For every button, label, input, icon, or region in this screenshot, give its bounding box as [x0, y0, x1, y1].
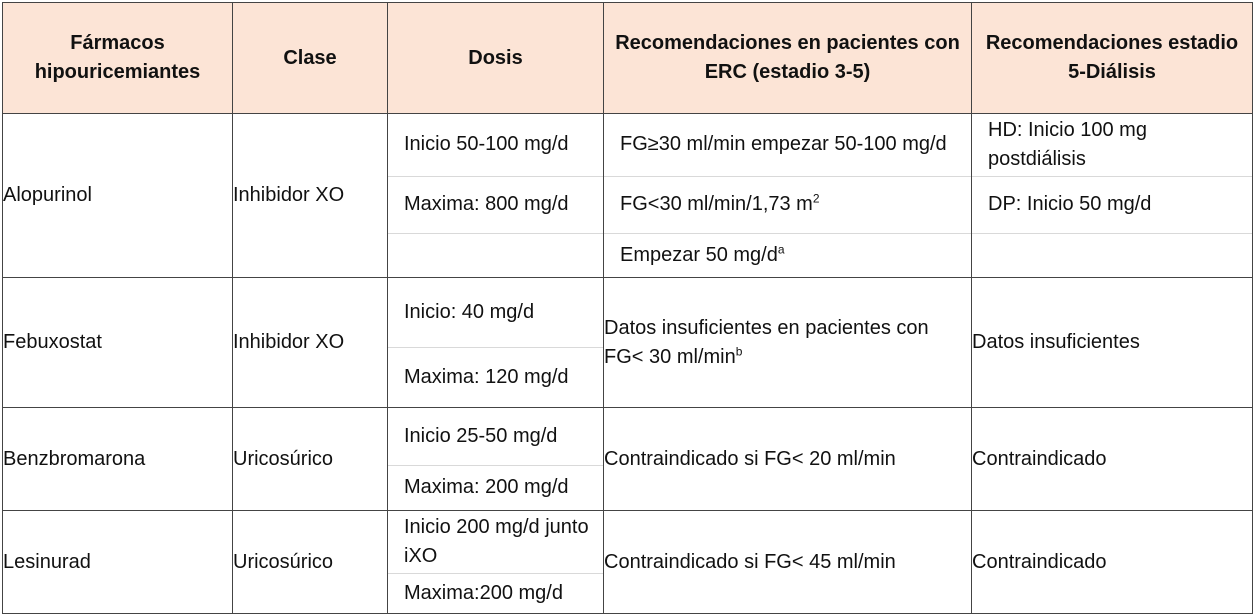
dose-max: Maxima:200 mg/d	[388, 572, 603, 613]
header-class: Clase	[232, 2, 388, 114]
drug-name: Benzbromarona	[2, 407, 233, 511]
drug-name: Febuxostat	[2, 277, 233, 408]
header-row: Fármacos hipouricemiantes Clase Dosis Re…	[2, 2, 1253, 114]
drug-name: Lesinurad	[2, 510, 233, 614]
table-row-alopurinol: Alopurinol Inhibidor XO Inicio 50-100 mg…	[2, 113, 1253, 278]
drug-class: Uricosúrico	[232, 407, 388, 511]
dialysis-line: DP: Inicio 50 mg/d	[972, 175, 1252, 233]
header-drugs: Fármacos hipouricemiantes	[2, 2, 233, 114]
dialysis-recommendation: Datos insuficientes	[971, 277, 1253, 408]
dose-cell: Inicio: 40 mg/d Maxima: 120 mg/d	[387, 277, 604, 408]
erc-cell: FG≥30 ml/min empezar 50-100 mg/d FG<30 m…	[603, 113, 972, 278]
dialysis-line: HD: Inicio 100 mg postdiálisis	[988, 118, 1147, 170]
dose-start: Inicio 50-100 mg/d	[404, 133, 569, 156]
drug-class: Inhibidor XO	[232, 277, 388, 408]
erc-recommendation: Datos insuficientes en pacientes con FG<…	[603, 277, 972, 408]
dose-max: Maxima: 200 mg/d	[388, 464, 603, 510]
erc-recommendation: Contraindicado si FG< 20 ml/min	[603, 407, 972, 511]
drug-class: Inhibidor XO	[232, 113, 388, 278]
dose-start: Inicio 25-50 mg/d	[404, 424, 558, 447]
header-dose: Dosis	[387, 2, 604, 114]
drug-name: Alopurinol	[2, 113, 233, 278]
erc-line: Empezar 50 mg/da	[604, 232, 971, 277]
dose-start: Inicio 200 mg/d junto iXO	[404, 515, 589, 567]
dialysis-cell: HD: Inicio 100 mg postdiálisis DP: Inici…	[971, 113, 1253, 278]
erc-recommendation: Contraindicado si FG< 45 ml/min	[603, 510, 972, 614]
dose-cell: Inicio 200 mg/d junto iXO Maxima:200 mg/…	[387, 510, 604, 614]
dose-start: Inicio: 40 mg/d	[404, 300, 535, 323]
footnote-marker: a	[777, 242, 785, 257]
table-row-benzbromarona: Benzbromarona Uricosúrico Inicio 25-50 m…	[2, 407, 1253, 511]
header-erc-recommendations: Recomendaciones en pacientes con ERC (es…	[603, 2, 972, 114]
table-row-febuxostat: Febuxostat Inhibidor XO Inicio: 40 mg/d …	[2, 277, 1253, 408]
dose-cell: Inicio 25-50 mg/d Maxima: 200 mg/d	[387, 407, 604, 511]
dose-cell: Inicio 50-100 mg/d Maxima: 800 mg/d	[387, 113, 604, 278]
dialysis-recommendation: Contraindicado	[971, 510, 1253, 614]
dose-empty	[388, 232, 603, 277]
table-row-lesinurad: Lesinurad Uricosúrico Inicio 200 mg/d ju…	[2, 510, 1253, 614]
footnote-marker: 2	[812, 191, 820, 206]
dialysis-recommendation: Contraindicado	[971, 407, 1253, 511]
dialysis-empty	[972, 232, 1252, 277]
dose-max: Maxima: 120 mg/d	[388, 346, 603, 407]
erc-line: FG≥30 ml/min empezar 50-100 mg/d	[620, 133, 947, 156]
header-dialysis-recommendations: Recomendaciones estadio 5-Diálisis	[971, 2, 1253, 114]
erc-line: FG<30 ml/min/1,73 m2	[604, 175, 971, 233]
dose-max: Maxima: 800 mg/d	[388, 175, 603, 233]
footnote-marker: b	[735, 343, 743, 358]
drug-class: Uricosúrico	[232, 510, 388, 614]
